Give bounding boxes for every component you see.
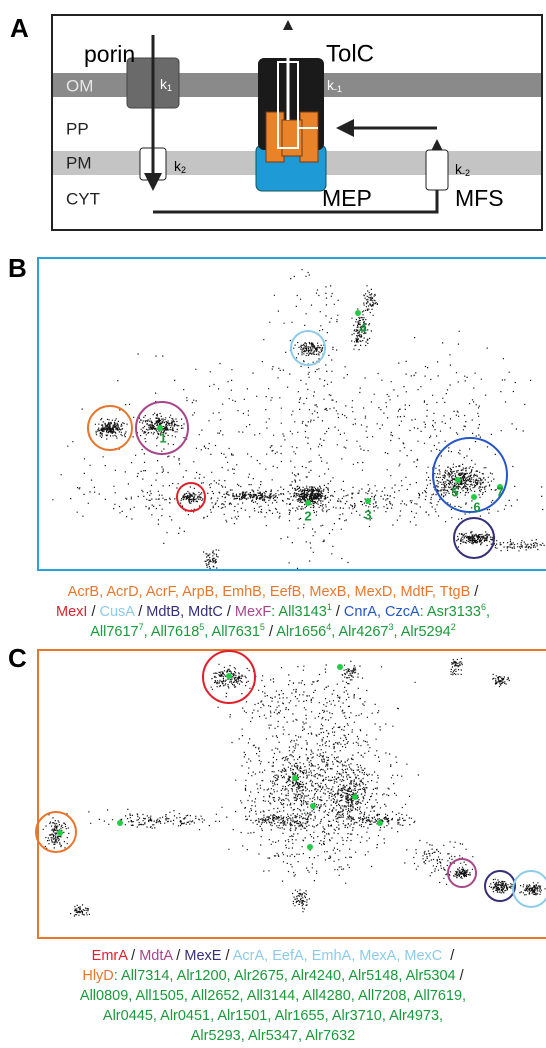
membrane-label: OM <box>66 76 93 95</box>
dots <box>52 269 544 569</box>
caption-text: / <box>456 968 464 984</box>
membrane-label: PP <box>66 119 89 138</box>
caption-text: Alr1656 <box>276 624 326 640</box>
caption-text: : All7314, Alr1200, Alr2675, Alr4240, Al… <box>114 968 456 984</box>
caption-text: MdtB, MdtC <box>146 604 223 620</box>
mep-shape <box>300 112 318 162</box>
caption-line: EmrA / MdtA / MexE / AcrA, EefA, EmhA, M… <box>0 946 546 966</box>
highlight-dot <box>307 844 313 850</box>
highlight-dot <box>377 820 383 826</box>
mfs-label: MFS <box>455 185 504 211</box>
caption-text: MexE <box>184 948 221 964</box>
cluster-dots <box>43 658 546 917</box>
highlight-dot <box>365 498 371 504</box>
caption: AcrB, AcrD, AcrF, ArpB, EmhB, EefB, MexB… <box>0 582 546 642</box>
caption-text: / <box>172 948 184 964</box>
caption-text: All0809, All1505, All2652, All3144, All4… <box>80 988 466 1004</box>
caption-line: Alr5293, Alr5347, Alr7632 <box>0 1026 546 1046</box>
panel-frame <box>38 258 546 570</box>
arrow-head <box>283 20 293 30</box>
figure-canvas: A OM PP PM CYT porin k1 k2 k-2 MFS TolC … <box>0 0 546 1048</box>
cluster-number: 6 <box>473 499 480 514</box>
dots <box>43 658 546 917</box>
caption-line: All76177, All76185, All76315 / Alr16564,… <box>0 622 546 642</box>
highlight-dot <box>352 794 358 800</box>
caption-text: MexI <box>56 604 87 620</box>
panel-label: B <box>8 253 27 283</box>
highlight-dot <box>305 500 311 506</box>
highlight-dot <box>117 820 123 826</box>
cluster-circles: 1 2 3 4 56 7 <box>88 310 507 558</box>
caption-text: / <box>127 948 139 964</box>
highlight-dot <box>455 477 461 483</box>
cluster-number: 5 <box>451 484 458 499</box>
highlight-dot <box>292 775 298 781</box>
caption-text: / <box>332 604 344 620</box>
caption-text: CusA <box>100 604 135 620</box>
mep-label: MEP <box>322 185 372 211</box>
caption-text: / <box>221 948 232 964</box>
caption-text: / <box>223 604 235 620</box>
caption-text: AcrA, EefA, EmhA, MexA, MexC <box>233 948 443 964</box>
highlight-dot <box>310 803 316 809</box>
mep-shape <box>266 112 284 162</box>
caption-text: CnrA, CzcA <box>344 604 420 620</box>
panel-label: C <box>8 643 27 673</box>
caption-text: / <box>470 584 478 600</box>
caption-superscript: 2 <box>451 622 456 632</box>
cluster-number: 2 <box>304 508 311 523</box>
cluster-circle <box>36 812 76 852</box>
cluster-number: 1 <box>159 430 166 445</box>
caption-text: , All7631 <box>204 624 260 640</box>
caption-text: HlyD <box>82 968 113 984</box>
caption-line: AcrB, AcrD, AcrF, ArpB, EmhB, EefB, MexB… <box>0 582 546 602</box>
cluster-circles <box>36 651 546 907</box>
cluster-number: 3 <box>364 507 371 522</box>
caption-text: / <box>442 948 454 964</box>
membrane-label: CYT <box>66 189 100 208</box>
panel-label: A <box>10 13 29 43</box>
caption-text: MexF <box>235 604 271 620</box>
caption-text: , Alr4267 <box>331 624 388 640</box>
caption-text: / <box>134 604 146 620</box>
caption-text: : Asr3133 <box>420 604 481 620</box>
cluster-number: 4 <box>359 320 367 335</box>
highlight-dot <box>337 664 343 670</box>
caption-text: AcrB, AcrD, AcrF, ArpB, EmhB, EefB, MexB… <box>68 584 471 600</box>
caption-text: , Alr5294 <box>394 624 451 640</box>
cluster-number: 7 <box>496 484 503 499</box>
figure: A OM PP PM CYT porin k1 k2 k-2 MFS TolC … <box>0 0 546 1048</box>
caption-text: , <box>486 604 490 620</box>
highlight-dot <box>355 310 361 316</box>
caption-text: All7617 <box>90 624 138 640</box>
caption-line: Alr0445, Alr0451, Alr1501, Alr1655, Alr3… <box>0 1006 546 1026</box>
membrane-label: PM <box>66 153 92 172</box>
caption-text: MdtA <box>139 948 172 964</box>
caption-text: Alr5293, Alr5347, Alr7632 <box>191 1028 355 1044</box>
caption-text: / <box>87 604 99 620</box>
porin-label: porin <box>84 41 135 67</box>
caption-text: : All3143 <box>271 604 327 620</box>
caption: EmrA / MdtA / MexE / AcrA, EefA, EmhA, M… <box>0 946 546 1046</box>
caption-line: MexI / CusA / MdtB, MdtC / MexF: All3143… <box>0 602 546 622</box>
caption-text: EmrA <box>92 948 127 964</box>
highlight-dot <box>226 673 232 679</box>
tolc-label: TolC <box>326 40 374 67</box>
highlight-dot <box>57 830 63 836</box>
caption-text: Alr0445, Alr0451, Alr1501, Alr1655, Alr3… <box>103 1008 443 1024</box>
caption-text: , All7618 <box>144 624 200 640</box>
cluster-dots <box>52 269 544 569</box>
caption-text: / <box>265 624 276 640</box>
mfs-box <box>426 150 448 190</box>
caption-line: All0809, All1505, All2652, All3144, All4… <box>0 986 546 1006</box>
caption-line: HlyD: All7314, Alr1200, Alr2675, Alr4240… <box>0 966 546 986</box>
